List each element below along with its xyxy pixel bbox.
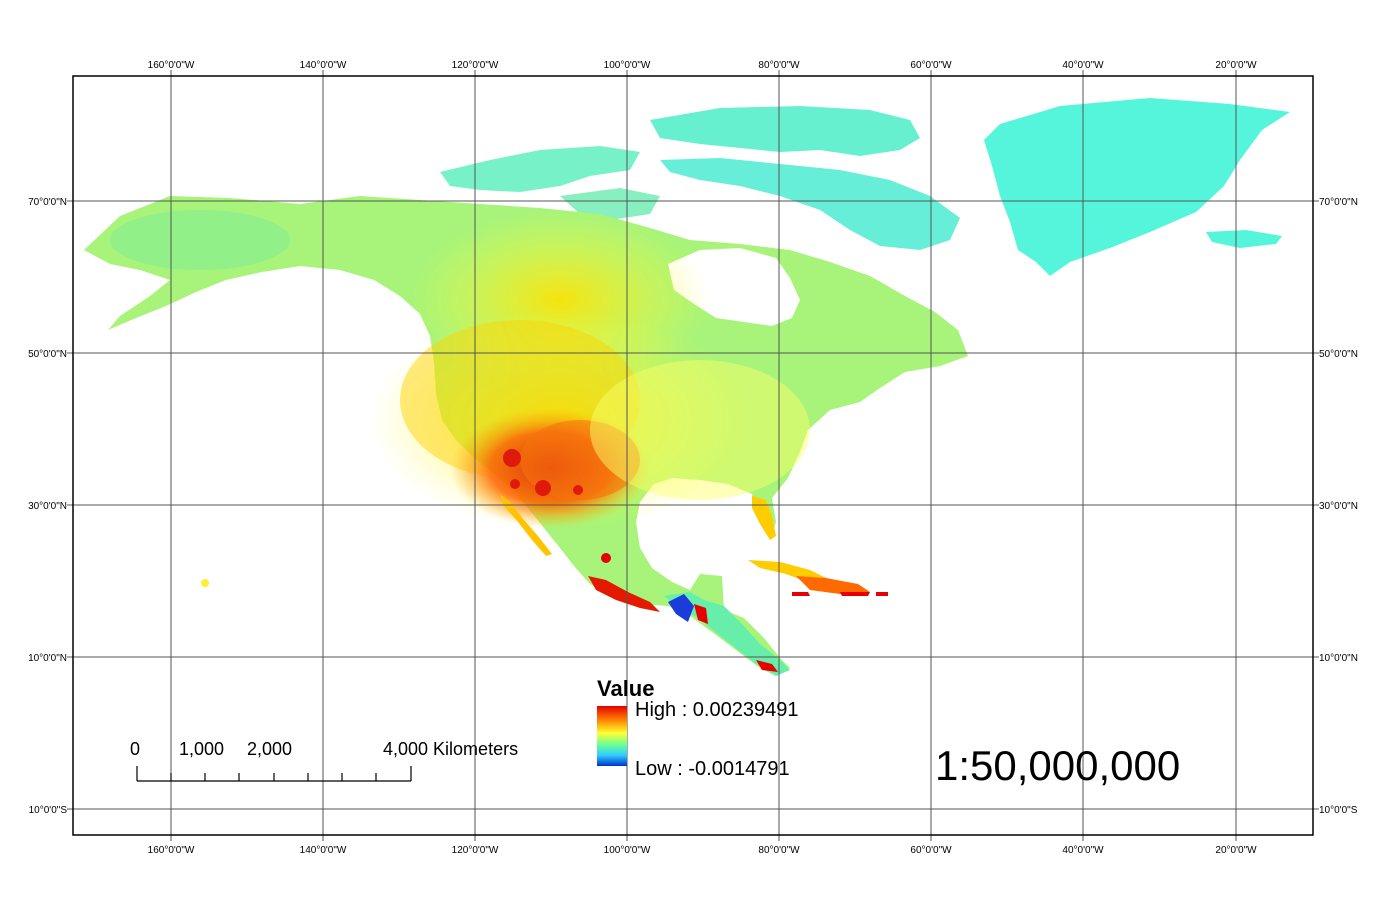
map-frame xyxy=(72,75,1314,836)
longitude-label: 120°0'0"W xyxy=(452,845,499,856)
scale-label-2000: 2,000 xyxy=(247,739,292,759)
arctic-islands xyxy=(650,106,920,156)
latitude-label: 50°0'0"N xyxy=(1319,349,1358,360)
latitude-label: 70°0'0"N xyxy=(28,197,67,208)
latitude-labels-right: 70°0'0"N 50°0'0"N 30°0'0"N 10°0'0"N 10°0'0"S xyxy=(1319,197,1358,816)
legend-high-label: High : 0.00239491 xyxy=(635,699,798,721)
land-layer xyxy=(84,98,1290,676)
latitude-label: 10°0'0"N xyxy=(28,653,67,664)
central-america xyxy=(664,592,790,676)
longitude-label: 40°0'0"W xyxy=(1062,60,1104,71)
legend-color-ramp xyxy=(597,706,627,766)
longitude-label: 40°0'0"W xyxy=(1062,845,1104,856)
hawaii xyxy=(201,579,209,587)
latitude-label: 70°0'0"N xyxy=(1319,197,1358,208)
scale-ratio: 1:50,000,000 xyxy=(935,742,1180,789)
legend: Value High : 0.00239491 Low : -0.0014791 xyxy=(597,676,798,780)
baja-california xyxy=(500,494,552,556)
florida xyxy=(752,496,776,540)
longitude-label: 160°0'0"W xyxy=(148,845,195,856)
longitude-label: 80°0'0"W xyxy=(758,60,800,71)
longitude-label: 20°0'0"W xyxy=(1215,845,1257,856)
greenland-landmass xyxy=(984,98,1290,276)
longitude-label: 140°0'0"W xyxy=(300,60,347,71)
latitude-label: 10°0'0"S xyxy=(1319,805,1358,816)
latitude-label: 10°0'0"N xyxy=(1319,653,1358,664)
scale-bar: 0 1,000 2,000 4,000 Kilometers xyxy=(130,739,518,782)
longitude-label: 60°0'0"W xyxy=(910,845,952,856)
latitude-label: 30°0'0"N xyxy=(28,501,67,512)
longitude-label: 100°0'0"W xyxy=(604,845,651,856)
legend-low-label: Low : -0.0014791 xyxy=(635,758,790,780)
scale-bar-line xyxy=(136,766,412,782)
longitude-label: 20°0'0"W xyxy=(1215,60,1257,71)
longitude-labels-bottom: 160°0'0"W 140°0'0"W 120°0'0"W 100°0'0"W 80°0… xyxy=(148,845,1257,856)
latitude-label: 30°0'0"N xyxy=(1319,501,1358,512)
latitude-label: 50°0'0"N xyxy=(28,349,67,360)
caribbean-islands xyxy=(748,560,888,596)
longitude-label: 140°0'0"W xyxy=(300,845,347,856)
scale-label-4000: 4,000 Kilometers xyxy=(383,739,518,759)
longitude-label: 100°0'0"W xyxy=(604,60,651,71)
latitude-labels-left: 70°0'0"N 50°0'0"N 30°0'0"N 10°0'0"N 10°0'0"S xyxy=(28,197,67,816)
longitude-label: 160°0'0"W xyxy=(148,60,195,71)
longitude-labels-top: 160°0'0"W 140°0'0"W 120°0'0"W 100°0'0"W 80°0… xyxy=(148,60,1257,71)
mexico-south-coast xyxy=(588,576,660,612)
latitude-label: 10°0'0"S xyxy=(29,805,68,816)
longitude-label: 120°0'0"W xyxy=(452,60,499,71)
longitude-label: 60°0'0"W xyxy=(910,60,952,71)
legend-title: Value xyxy=(597,676,654,701)
graticule xyxy=(67,70,1319,841)
scale-label-0: 0 xyxy=(130,739,140,759)
scale-label-1000: 1,000 xyxy=(179,739,224,759)
longitude-label: 80°0'0"W xyxy=(758,845,800,856)
